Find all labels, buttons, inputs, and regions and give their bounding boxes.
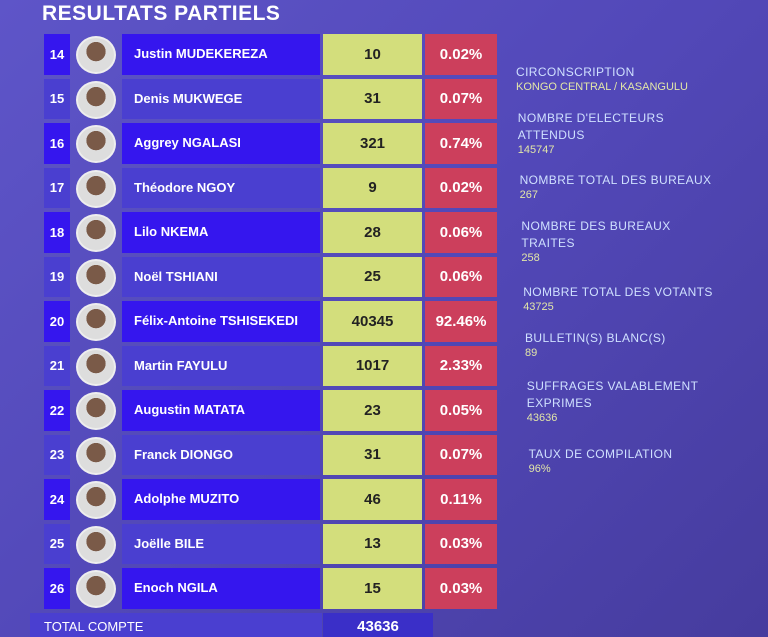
vote-count: 9 [323,167,422,208]
vote-count: 31 [323,434,422,475]
candidate-name: Martin FAYULU [122,345,320,386]
vote-count: 13 [323,523,422,564]
row-number: 21 [44,345,70,386]
vote-count: 321 [323,123,422,164]
vote-count: 31 [323,78,422,119]
vote-percent: 0.07% [425,434,497,475]
candidate-photo [76,169,116,208]
candidate-name: Théodore NGOY [122,167,320,208]
vote-percent: 0.11% [425,479,497,520]
info-block: NOMBRE D'ELECTEURS ATTENDUS 145747 [518,110,718,156]
info-label: NOMBRE TOTAL DES BUREAUX [519,173,712,187]
info-block: BULLETIN(S) BLANC(S) 89 [525,330,725,359]
candidate-name: Franck DIONGO [122,434,320,475]
vote-percent: 0.07% [425,78,497,119]
candidate-name: Denis MUKWEGE [122,78,320,119]
candidate-name: Enoch NGILA [122,568,320,609]
row-number: 23 [44,434,70,475]
info-label: CIRCONSCRIPTION [516,65,635,79]
vote-count: 25 [323,256,422,297]
candidate-photo [76,36,116,74]
info-value: 43725 [523,301,554,313]
candidate-photo [76,214,116,252]
info-value: KONGO CENTRAL / KASANGULU [516,81,688,93]
vote-percent: 2.33% [425,345,497,386]
vote-percent: 0.74% [425,123,497,164]
info-label: BULLETIN(S) BLANC(S) [525,331,666,345]
title: RESULTATS PARTIELS [42,2,281,25]
candidate-photo [76,525,116,564]
candidate-name: Aggrey NGALASI [122,123,320,164]
row-number: 19 [44,256,70,297]
info-block: SUFFRAGES VALABLEMENT EXPRIMES 43636 [527,378,727,424]
info-label: TAUX DE COMPILATION [528,447,673,461]
candidate-name: Joëlle BILE [122,523,320,564]
info-block: NOMBRE DES BUREAUX TRAITES 258 [521,218,721,264]
candidate-name: Augustin MATATA [122,390,320,431]
row-number: 24 [44,479,70,520]
info-label: NOMBRE DES BUREAUX TRAITES [521,219,671,250]
row-number: 16 [44,123,70,164]
vote-count: 23 [323,390,422,431]
info-value: 96% [528,463,551,475]
vote-count: 10 [323,34,422,75]
info-label: NOMBRE TOTAL DES VOTANTS [523,285,713,299]
vote-percent: 0.06% [425,256,497,297]
info-block: NOMBRE TOTAL DES BUREAUX 267 [520,172,720,201]
vote-count: 15 [323,568,422,609]
vote-percent: 0.06% [425,212,497,253]
vote-percent: 0.02% [425,34,497,75]
vote-count: 1017 [323,345,422,386]
candidate-photo [76,80,116,119]
row-number: 25 [44,523,70,564]
candidate-photo [76,392,116,430]
info-value: 43636 [526,412,558,424]
candidate-photo [76,436,116,475]
vote-percent: 92.46% [425,301,497,342]
candidate-name: Justin MUDEKEREZA [122,34,320,75]
candidate-name: Lilo NKEMA [122,212,320,253]
vote-percent: 0.03% [425,568,497,609]
candidate-name: Noël TSHIANI [122,256,320,297]
info-block: CIRCONSCRIPTION KONGO CENTRAL / KASANGULU [516,64,716,93]
candidate-photo [76,303,116,341]
candidate-photo [76,258,116,297]
info-value: 89 [525,347,538,359]
row-number: 18 [44,212,70,253]
row-number: 17 [44,167,70,208]
row-number: 20 [44,301,70,342]
row-number: 22 [44,390,70,431]
vote-percent: 0.02% [425,167,497,208]
info-value: 145747 [517,144,555,156]
row-number: 15 [44,78,70,119]
row-number: 14 [44,34,70,75]
info-block: NOMBRE TOTAL DES VOTANTS 43725 [523,284,723,313]
info-block: TAUX DE COMPILATION 96% [529,446,729,475]
vote-count: 40345 [323,301,422,342]
total-value: 43636 [323,612,433,637]
candidate-photo [76,481,116,519]
info-label: SUFFRAGES VALABLEMENT EXPRIMES [526,379,699,410]
vote-count: 46 [323,479,422,520]
info-value: 258 [521,252,540,264]
total-label: TOTAL COMPTE [30,612,322,637]
candidate-photo [76,347,116,386]
candidate-name: Félix-Antoine TSHISEKEDI [122,301,320,342]
vote-percent: 0.05% [425,390,497,431]
vote-count: 28 [323,212,422,253]
candidate-photo [76,125,116,163]
candidate-photo [76,570,116,608]
info-value: 267 [519,189,538,201]
vote-percent: 0.03% [425,523,497,564]
row-number: 26 [44,568,70,609]
candidate-name: Adolphe MUZITO [122,479,320,520]
info-label: NOMBRE D'ELECTEURS ATTENDUS [517,111,664,142]
